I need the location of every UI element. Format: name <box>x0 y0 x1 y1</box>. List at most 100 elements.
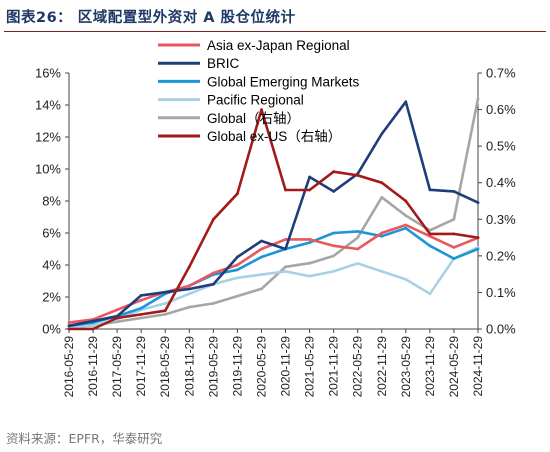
data-point <box>91 319 95 323</box>
left-tick-label: 16% <box>35 66 61 81</box>
data-point <box>380 132 384 136</box>
left-tick-label: 0% <box>42 322 61 337</box>
data-point <box>428 234 432 238</box>
x-tick-label: 2018-05-29 <box>158 336 172 398</box>
data-point <box>260 287 263 291</box>
data-point <box>284 188 287 192</box>
data-point <box>452 190 456 193</box>
left-tick-label: 8% <box>42 194 61 209</box>
data-point <box>284 247 287 251</box>
data-point <box>404 223 408 227</box>
data-point <box>380 270 384 273</box>
data-point <box>187 287 191 291</box>
series-line <box>67 100 480 328</box>
x-tick-label: 2021-11-29 <box>327 336 341 397</box>
data-point <box>284 238 287 241</box>
data-point <box>308 175 311 179</box>
data-point <box>404 278 408 281</box>
data-point <box>452 217 456 221</box>
data-point <box>476 201 480 205</box>
data-point <box>139 316 143 320</box>
data-point <box>139 306 143 310</box>
data-point <box>476 236 480 240</box>
series-2 <box>67 100 480 328</box>
data-point <box>187 265 191 269</box>
data-point <box>332 170 335 174</box>
data-point <box>115 308 119 312</box>
x-axis: 2016-05-29 2016-11-29 2017-05-29 2017-11-29… <box>62 329 485 397</box>
data-point <box>236 268 239 272</box>
series-line <box>67 246 480 329</box>
data-point <box>308 188 311 192</box>
data-point <box>236 255 239 259</box>
chart-title: 图表26： 区域配置型外资对 A 股仓位统计 <box>6 10 296 26</box>
data-point <box>260 273 263 276</box>
x-tick-label: 2024-11-29 <box>471 336 485 397</box>
legend-label: BRIC <box>207 56 240 71</box>
x-tick-label: 2022-11-29 <box>375 336 389 397</box>
x-tick-label: 2020-05-29 <box>254 336 268 398</box>
legend-item-2: BRIC <box>158 56 240 71</box>
legend-label: Global（右轴） <box>207 111 300 126</box>
x-tick-label: 2022-05-29 <box>351 336 365 398</box>
data-point <box>356 230 360 233</box>
right-tick-label: 0.1% <box>486 285 516 300</box>
data-point <box>187 284 191 288</box>
line-chart: 0%2%4%6%8%10%12%14%16% 0.0%0.1%0.2%0.3%0… <box>35 38 516 397</box>
data-point <box>332 190 335 193</box>
data-point <box>380 181 384 185</box>
data-point <box>308 261 311 265</box>
data-point <box>404 199 408 203</box>
data-point <box>163 290 167 294</box>
data-point <box>308 241 311 245</box>
x-tick-label: 2019-05-29 <box>206 336 220 398</box>
left-tick-label: 12% <box>35 130 61 145</box>
data-point <box>356 247 360 251</box>
legend-label: Asia ex-Japan Regional <box>207 38 350 53</box>
data-point <box>404 100 408 104</box>
series-layer <box>67 97 480 331</box>
left-tick-label: 10% <box>35 162 61 177</box>
right-tick-label: 0.5% <box>486 139 516 154</box>
right-tick-label: 0.4% <box>486 175 516 190</box>
data-point <box>236 192 239 196</box>
series-line <box>67 97 480 331</box>
x-tick-label: 2016-11-29 <box>86 336 100 397</box>
data-point <box>428 244 432 248</box>
data-point <box>163 313 167 316</box>
x-tick-label: 2023-11-29 <box>423 336 437 397</box>
x-tick-label: 2024-05-29 <box>447 336 461 398</box>
x-tick-label: 2017-05-29 <box>110 336 124 398</box>
series-6 <box>67 108 480 331</box>
data-point <box>212 217 215 221</box>
series-line <box>67 226 480 328</box>
data-point <box>67 321 71 324</box>
data-point <box>139 313 143 316</box>
right-y-axis: 0.0% 0.1% 0.2% 0.3% 0.4% 0.5% 0.6% 0.7% <box>478 66 516 337</box>
data-point <box>404 214 408 218</box>
data-point <box>356 174 360 177</box>
data-point <box>212 271 215 275</box>
data-point <box>428 292 432 296</box>
data-point <box>139 294 143 297</box>
data-point <box>404 226 408 230</box>
data-point <box>115 316 119 320</box>
data-point <box>163 309 167 313</box>
left-tick-label: 2% <box>42 290 61 305</box>
data-point <box>115 320 119 324</box>
right-tick-label: 0.7% <box>486 66 516 81</box>
data-point <box>380 195 384 199</box>
legend-label: Global Emerging Markets <box>207 74 360 89</box>
source-note: 资料来源：EPFR，华泰研究 <box>6 431 163 446</box>
x-tick-label: 2018-11-29 <box>182 336 196 397</box>
data-point <box>332 270 335 273</box>
right-tick-label: 0.6% <box>486 102 516 117</box>
left-tick-label: 14% <box>35 98 61 113</box>
data-point <box>284 270 287 273</box>
data-point <box>428 232 432 236</box>
x-tick-label: 2017-11-29 <box>134 336 148 397</box>
legend-item-4: Pacific Regional <box>158 93 304 108</box>
x-tick-label: 2019-11-29 <box>230 336 244 397</box>
series-line <box>67 108 480 331</box>
data-point <box>452 232 456 236</box>
